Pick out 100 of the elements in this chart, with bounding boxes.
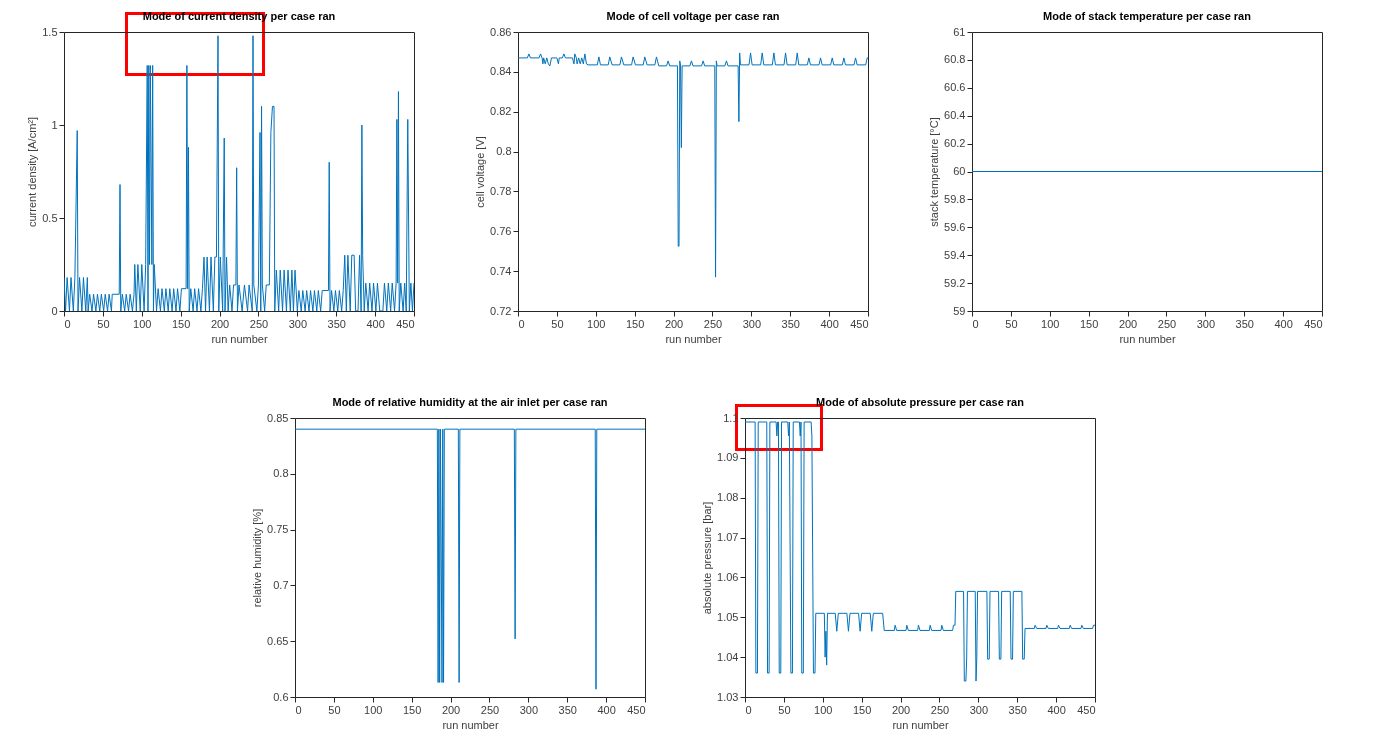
x-tick-label: 300 bbox=[1196, 317, 1216, 330]
x-tick-label: 50 bbox=[551, 317, 564, 330]
x-tick-label: 0 bbox=[518, 317, 525, 330]
y-tick-label: 0 bbox=[51, 304, 58, 317]
x-axis-title: run number bbox=[1119, 332, 1176, 345]
x-tick-label: 100 bbox=[364, 703, 383, 716]
y-tick-label: 1.5 bbox=[42, 25, 58, 38]
x-tick-label: 100 bbox=[814, 703, 833, 716]
x-tick-label: 0 bbox=[295, 703, 302, 716]
x-tick-label: 450 bbox=[1304, 317, 1323, 330]
x-tick-label: 300 bbox=[969, 703, 989, 716]
x-tick-label: 150 bbox=[1079, 317, 1099, 330]
y-axis-title: stack temperature [°C] bbox=[928, 117, 941, 227]
y-axis-title: relative humidity [%] bbox=[251, 508, 264, 608]
y-tick-label: 0.78 bbox=[490, 184, 512, 197]
y-tick-label: 0.85 bbox=[267, 411, 289, 424]
y-tick-label: 0.8 bbox=[496, 145, 512, 158]
x-tick-label: 50 bbox=[1005, 317, 1018, 330]
x-tick-label: 0 bbox=[745, 703, 752, 716]
chart-title: Mode of stack temperature per case ran bbox=[1043, 10, 1252, 22]
x-tick-label: 400 bbox=[1274, 317, 1293, 330]
x-tick-label: 350 bbox=[558, 703, 577, 716]
line-series bbox=[295, 428, 645, 690]
x-tick-label: 50 bbox=[97, 317, 110, 330]
x-tick-label: 200 bbox=[664, 317, 684, 330]
line-series bbox=[745, 421, 1095, 682]
y-tick-label: 0.86 bbox=[490, 25, 512, 38]
x-tick-label: 150 bbox=[852, 703, 872, 716]
x-tick-label: 100 bbox=[587, 317, 606, 330]
x-tick-label: 250 bbox=[1157, 317, 1177, 330]
chart-title: Mode of cell voltage per case ran bbox=[606, 10, 780, 22]
y-tick-label: 1 bbox=[51, 118, 58, 131]
x-tick-label: 0 bbox=[972, 317, 979, 330]
y-tick-label: 60 bbox=[953, 165, 966, 177]
x-tick-label: 250 bbox=[703, 317, 723, 330]
y-tick-label: 0.76 bbox=[490, 224, 512, 237]
y-tick-label: 59.8 bbox=[944, 192, 966, 205]
y-tick-label: 0.72 bbox=[490, 304, 512, 317]
chart-title: Mode of absolute pressure per case ran bbox=[816, 396, 1025, 408]
x-tick-label: 200 bbox=[891, 703, 911, 716]
y-tick-label: 60.6 bbox=[944, 81, 966, 94]
x-tick-label: 450 bbox=[396, 317, 415, 330]
x-axis-title: run number bbox=[892, 718, 949, 731]
y-tick-label: 0.7 bbox=[273, 578, 289, 591]
y-tick-label: 59.4 bbox=[944, 248, 966, 261]
y-tick-label: 0.6 bbox=[273, 690, 289, 703]
x-tick-label: 400 bbox=[1047, 703, 1066, 716]
y-tick-label: 60.2 bbox=[944, 137, 966, 150]
y-tick-label: 0.74 bbox=[490, 264, 512, 277]
y-tick-label: 1.07 bbox=[717, 531, 739, 544]
x-tick-label: 50 bbox=[328, 703, 341, 716]
y-tick-label: 60.4 bbox=[944, 109, 966, 122]
x-tick-label: 350 bbox=[1235, 317, 1254, 330]
y-tick-label: 0.82 bbox=[490, 105, 512, 118]
x-tick-label: 350 bbox=[327, 317, 346, 330]
x-axis-title: run number bbox=[211, 332, 268, 345]
x-tick-label: 300 bbox=[519, 703, 539, 716]
y-axis-title: absolute pressure [bar] bbox=[701, 501, 714, 615]
x-tick-label: 150 bbox=[171, 317, 191, 330]
y-tick-label: 59.2 bbox=[944, 276, 966, 289]
x-tick-label: 250 bbox=[930, 703, 950, 716]
x-tick-label: 450 bbox=[1077, 703, 1096, 716]
y-tick-label: 1.06 bbox=[717, 570, 739, 583]
x-tick-label: 400 bbox=[597, 703, 616, 716]
x-tick-label: 350 bbox=[1008, 703, 1027, 716]
y-tick-label: 0.5 bbox=[42, 211, 58, 224]
y-tick-label: 1.09 bbox=[717, 451, 739, 464]
x-tick-label: 100 bbox=[133, 317, 152, 330]
x-tick-label: 250 bbox=[249, 317, 269, 330]
x-tick-label: 50 bbox=[778, 703, 791, 716]
y-axis-title: current density [A/cm²] bbox=[26, 116, 39, 228]
y-tick-label: 0.8 bbox=[273, 467, 289, 480]
x-tick-label: 200 bbox=[441, 703, 461, 716]
x-tick-label: 300 bbox=[742, 317, 762, 330]
x-tick-label: 350 bbox=[781, 317, 800, 330]
x-tick-label: 450 bbox=[850, 317, 869, 330]
x-axis-title: run number bbox=[442, 718, 499, 731]
x-tick-label: 150 bbox=[402, 703, 422, 716]
y-tick-label: 1.05 bbox=[717, 610, 739, 623]
y-tick-label: 0.84 bbox=[490, 65, 512, 78]
y-tick-label: 0.75 bbox=[267, 523, 289, 536]
y-tick-label: 1.04 bbox=[717, 650, 739, 663]
x-tick-label: 200 bbox=[1118, 317, 1138, 330]
x-tick-label: 400 bbox=[820, 317, 839, 330]
y-tick-label: 59 bbox=[953, 304, 966, 317]
x-tick-label: 0 bbox=[64, 317, 71, 330]
x-tick-label: 150 bbox=[625, 317, 645, 330]
chart-title: Mode of relative humidity at the air inlet per case ran bbox=[332, 396, 608, 408]
x-tick-label: 100 bbox=[1041, 317, 1060, 330]
y-axis-title: cell voltage [V] bbox=[474, 136, 487, 208]
line-series bbox=[518, 52, 868, 278]
x-tick-label: 450 bbox=[627, 703, 646, 716]
y-tick-label: 61 bbox=[953, 25, 966, 38]
y-tick-label: 0.65 bbox=[267, 634, 289, 647]
y-tick-label: 1.03 bbox=[717, 690, 739, 703]
x-tick-label: 200 bbox=[210, 317, 230, 330]
x-tick-label: 300 bbox=[288, 317, 308, 330]
x-axis-title: run number bbox=[665, 332, 722, 345]
x-tick-label: 400 bbox=[366, 317, 385, 330]
y-tick-label: 1.08 bbox=[717, 491, 739, 504]
